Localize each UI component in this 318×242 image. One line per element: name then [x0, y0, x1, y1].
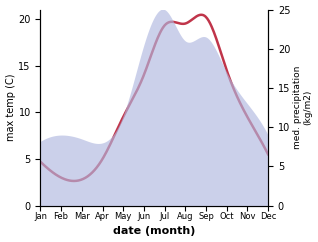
Y-axis label: med. precipitation
(kg/m2): med. precipitation (kg/m2): [293, 66, 313, 149]
Y-axis label: max temp (C): max temp (C): [5, 74, 16, 141]
X-axis label: date (month): date (month): [113, 227, 196, 236]
